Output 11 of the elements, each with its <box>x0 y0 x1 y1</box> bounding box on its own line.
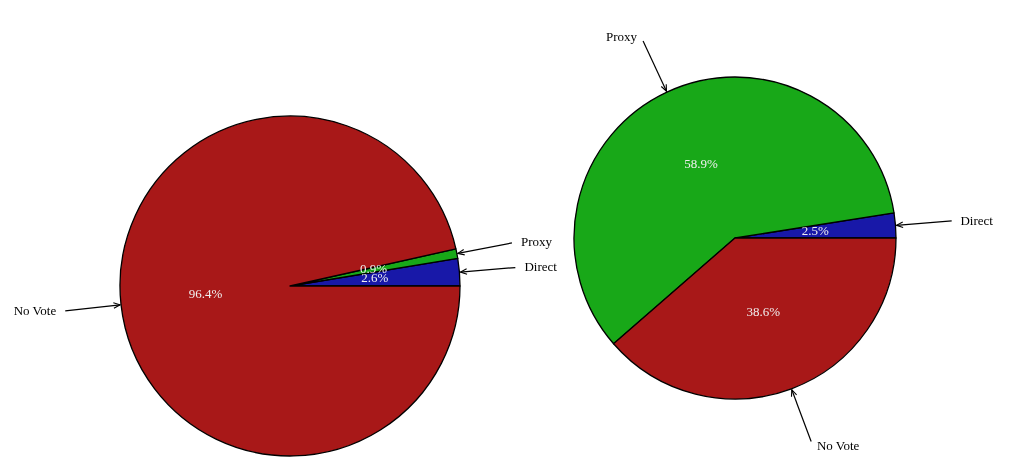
slice-label: No Vote <box>13 303 57 319</box>
data-label: 96.4% <box>188 286 223 302</box>
slice-label: Direct <box>960 212 994 228</box>
slice-label: Proxy <box>605 28 638 44</box>
pie-slice <box>119 115 461 457</box>
slice-label: Proxy <box>520 233 553 249</box>
slice-label: No Vote <box>816 438 860 454</box>
data-label: 38.6% <box>746 304 781 320</box>
slice-label: Direct <box>524 259 558 275</box>
data-label: 2.5% <box>801 222 829 238</box>
data-label: 58.9% <box>684 156 718 172</box>
